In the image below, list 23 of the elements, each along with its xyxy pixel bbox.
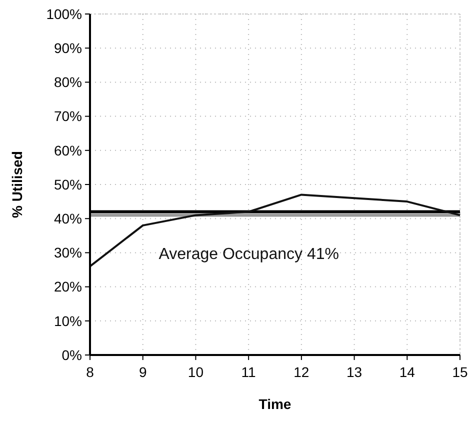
y-axis-title: % Utilised [9,151,25,218]
x-tick-label: 15 [452,364,468,380]
y-tick-label: 80% [54,74,82,90]
x-tick-label: 8 [86,364,94,380]
y-tick-label: 30% [54,244,82,261]
y-tick-label: 70% [54,108,82,124]
y-tick-label: 50% [54,176,82,192]
x-tick-label: 11 [241,364,256,380]
x-tick-label: 12 [294,364,310,380]
y-tick-label: 90% [54,40,82,56]
x-tick-label: 14 [399,364,416,380]
x-axis-title: Time [258,396,292,412]
y-tick-label: 20% [54,278,82,295]
x-tick-label: 10 [188,364,204,380]
ref-line-label: Average Occupancy 41% [158,246,339,264]
x-tick-label: 13 [346,364,362,380]
y-tick-label: 60% [54,142,82,158]
x-tick-label: 9 [138,364,147,380]
line-series [89,194,461,268]
y-tick-label: 100% [46,6,82,22]
y-tick-label: 40% [54,210,82,226]
y-tick-label: 10% [54,312,82,329]
y-tick-label: 0% [62,346,82,363]
